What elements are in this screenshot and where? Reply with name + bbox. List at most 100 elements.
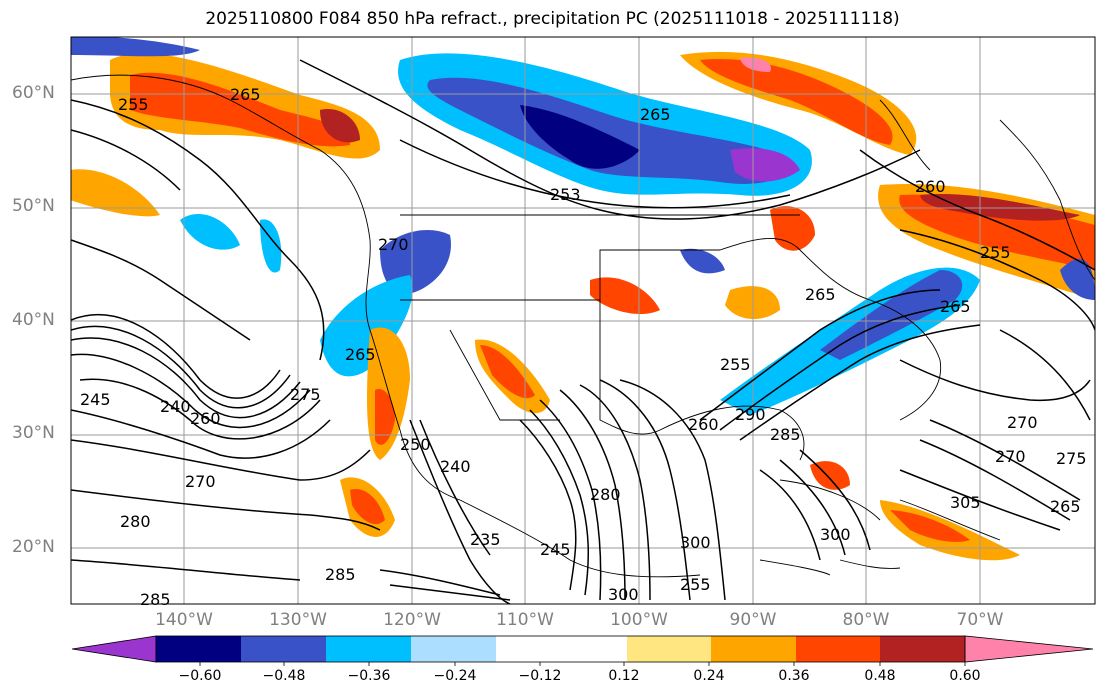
refractivity-contours	[71, 59, 1095, 604]
negative-shade	[260, 219, 282, 273]
negative-shade	[427, 77, 790, 184]
colorbar-tick-label: −0.60	[178, 668, 222, 684]
colorbar-segment	[880, 636, 965, 662]
lat-label-30n: 30°N	[12, 423, 55, 443]
contour-label: 245	[540, 540, 571, 559]
colorbar-tick-label: 0.60	[949, 668, 981, 684]
contour-label: 240	[440, 457, 471, 476]
contour-label: 270	[995, 447, 1026, 466]
contour-label: 255	[118, 95, 149, 114]
contour-label: 265	[640, 105, 671, 124]
lat-label-50n: 50°N	[12, 196, 55, 216]
negative-shade	[71, 37, 200, 57]
contour-label: 255	[680, 575, 711, 594]
colorbar-segment	[711, 636, 796, 662]
contour-label: 260	[915, 177, 946, 196]
contour-label: 260	[688, 415, 719, 434]
lat-label-40n: 40°N	[12, 310, 55, 330]
colorbar-tick-label: 0.48	[864, 668, 896, 684]
negative-shade	[820, 270, 963, 360]
contour-label: 255	[720, 355, 751, 374]
negative-shade	[520, 105, 640, 169]
lon-label-110w: 110°W	[496, 610, 554, 630]
contour-label: 275	[290, 385, 321, 404]
positive-shade	[920, 194, 1080, 221]
map-title: 2025110800 F084 850 hPa refract., precip…	[205, 9, 900, 29]
contour-label: 305	[950, 493, 981, 512]
lat-label-20n: 20°N	[12, 537, 55, 557]
colorbar-segment	[156, 636, 241, 662]
contour-label: 285	[325, 565, 356, 584]
contour-label: 300	[680, 533, 711, 552]
contour-label: 300	[608, 585, 639, 604]
colorbar-tick-label: 0.24	[693, 668, 725, 684]
colorbar-tick-label: 0.12	[608, 668, 640, 684]
lon-label-100w: 100°W	[610, 610, 668, 630]
contour-label: 280	[120, 512, 151, 531]
negative-shade	[730, 148, 800, 182]
contour-label: 270	[378, 235, 409, 254]
colorbar-segment	[411, 636, 496, 662]
lon-label-70w: 70°W	[956, 610, 1004, 630]
contour-label: 270	[1007, 413, 1038, 432]
colorbar-segment	[326, 636, 411, 662]
lon-label-80w: 80°W	[842, 610, 890, 630]
positive-shade	[375, 389, 395, 445]
contour-label: 280	[590, 485, 621, 504]
contour-label: 275	[1056, 449, 1087, 468]
colorbar-max-extend	[964, 635, 1094, 663]
colorbar-tick-label: −0.48	[262, 668, 306, 684]
contour-label: 240	[160, 397, 191, 416]
contour-label: 260	[190, 409, 221, 428]
negative-shade	[680, 248, 725, 274]
contour-label: 253	[550, 185, 581, 204]
map-frame	[70, 36, 1096, 605]
lat-label-60n: 60°N	[12, 83, 55, 103]
lon-label-90w: 90°W	[729, 610, 777, 630]
contour-label: 265	[1050, 497, 1081, 516]
colorbar-segment	[627, 636, 711, 662]
colorbar-tick-label: −0.36	[347, 668, 391, 684]
positive-shade	[590, 277, 660, 315]
negative-shade	[180, 214, 240, 250]
colorbar-segment	[496, 636, 627, 662]
negative-shade	[1060, 258, 1095, 300]
contour-label: 285	[140, 590, 171, 609]
positive-shade	[320, 109, 360, 143]
colorbar-tick-label: 0.36	[778, 668, 810, 684]
negative-shade	[320, 275, 413, 377]
contour-label: 250	[400, 435, 431, 454]
lon-label-130w: 130°W	[269, 610, 327, 630]
contour-label: 265	[940, 297, 971, 316]
positive-shade	[71, 169, 160, 217]
colorbar-tick-label: −0.12	[518, 668, 562, 684]
colorbar-segment	[241, 636, 326, 662]
lon-label-120w: 120°W	[383, 610, 441, 630]
contour-label: 300	[820, 525, 851, 544]
contour-label: 255	[980, 243, 1011, 262]
contour-label: 265	[230, 85, 261, 104]
graticule	[71, 37, 1095, 604]
negative-shade	[380, 230, 451, 294]
contour-label: 235	[470, 530, 501, 549]
shading-layer	[71, 37, 1095, 561]
contour-label: 270	[185, 472, 216, 491]
contour-labels: 265 253 260 255 265 255 265 270 275 270 …	[80, 85, 1087, 609]
contour-label: 290	[735, 405, 766, 424]
positive-shade	[350, 489, 385, 525]
positive-shade	[130, 72, 350, 147]
colorbar-segment	[796, 636, 880, 662]
positive-shade	[740, 57, 771, 72]
positive-shade	[700, 59, 893, 145]
colorbar-min-extend	[71, 635, 157, 663]
contour-label: 245	[80, 390, 111, 409]
positive-shade	[480, 345, 535, 399]
contour-label: 285	[770, 425, 801, 444]
coastlines	[71, 74, 1095, 578]
colorbar-tick-label: −0.24	[433, 668, 477, 684]
colorbar-frame	[155, 635, 966, 663]
contour-label: 265	[345, 345, 376, 364]
contour-label: 265	[805, 285, 836, 304]
